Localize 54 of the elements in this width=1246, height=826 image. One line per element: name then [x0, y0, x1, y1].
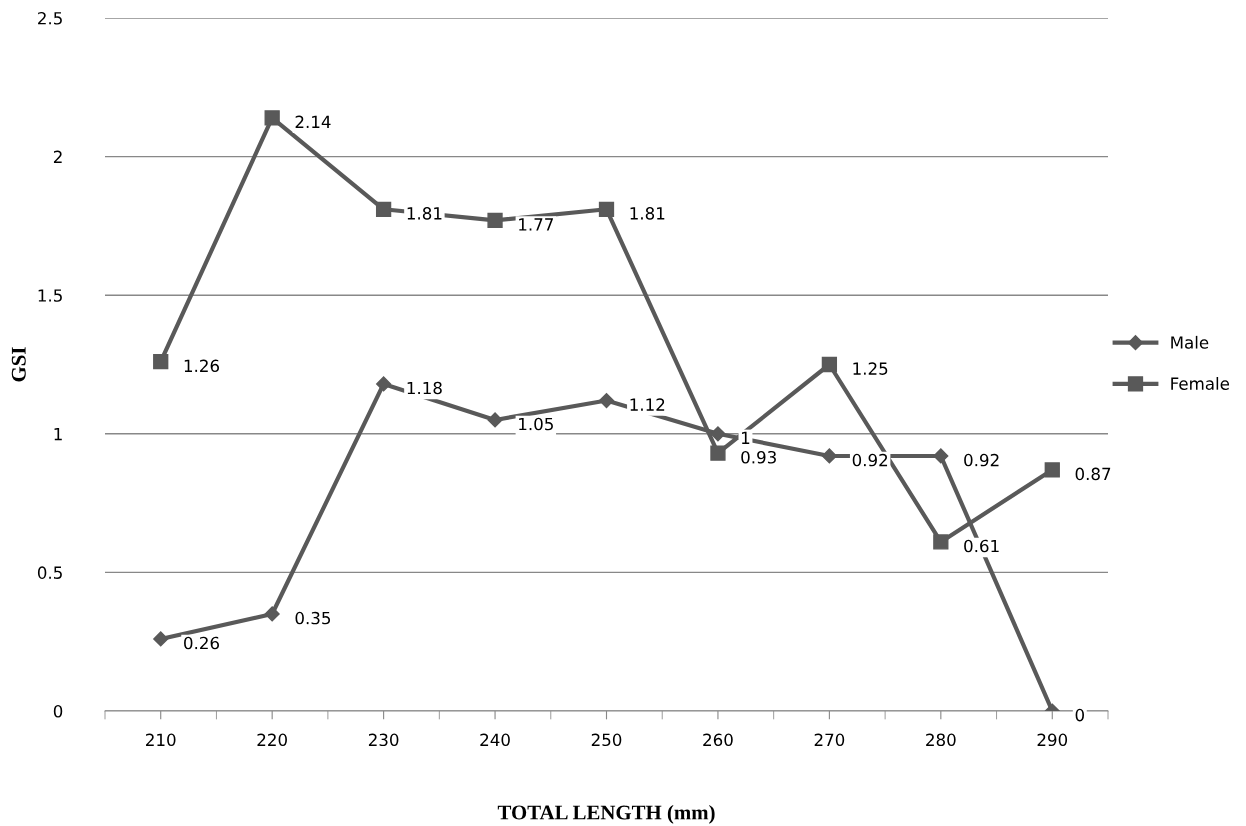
- y-tick-label: 2: [53, 150, 62, 163]
- data-label: 0.93: [741, 450, 776, 464]
- legend-label: Male: [1171, 335, 1209, 349]
- y-tick-label: 2.5: [38, 11, 62, 25]
- x-tick-label: 290: [1037, 733, 1068, 747]
- point: [933, 448, 949, 464]
- x-tick-label: 270: [814, 733, 845, 747]
- data-label: 1.25: [853, 362, 888, 375]
- x-tick-label: 260: [703, 733, 733, 747]
- data-label: 2.14: [295, 115, 331, 128]
- data-label: 1.81: [407, 207, 442, 220]
- point: [264, 606, 280, 622]
- y-tick-label: 1: [54, 427, 62, 441]
- point: [821, 356, 838, 373]
- data-label: 1.05: [519, 417, 553, 431]
- y-axis-title: GSI: [11, 347, 26, 382]
- data-label: 1.12: [630, 398, 665, 411]
- point: [376, 376, 392, 392]
- x-tick-label: 230: [368, 733, 399, 747]
- x-tick-label: 240: [480, 733, 510, 747]
- data-label: 1: [742, 431, 750, 444]
- data-label: 0.92: [852, 453, 888, 467]
- data-label: 0.35: [295, 611, 331, 625]
- point: [598, 392, 615, 409]
- point: [264, 110, 280, 126]
- data-label: 0: [1075, 708, 1084, 722]
- point: [933, 534, 949, 550]
- y-tick-label: 1.5: [38, 289, 62, 302]
- point: [487, 212, 503, 228]
- point: [375, 201, 392, 217]
- point: [487, 412, 503, 428]
- point: [598, 201, 615, 217]
- point: [153, 354, 169, 370]
- x-tick-label: 250: [591, 733, 622, 747]
- data-label: 1.26: [184, 359, 219, 373]
- legend-label: Female: [1171, 377, 1230, 390]
- x-tick-label: 280: [926, 733, 956, 747]
- point: [710, 445, 726, 461]
- x-axis-title: TOTAL LENGTH (mm): [497, 804, 715, 824]
- point: [153, 631, 169, 647]
- data-label: 0.61: [964, 539, 999, 553]
- y-tick-label: 0.5: [37, 566, 62, 579]
- data-label: 1.81: [630, 207, 665, 220]
- data-label: 0.87: [1075, 467, 1111, 481]
- data-label: 1.77: [519, 218, 553, 231]
- y-tick-label: 0: [53, 704, 63, 718]
- x-tick-label: 220: [257, 733, 287, 747]
- data-label: 1.18: [407, 381, 442, 395]
- point: [821, 448, 837, 464]
- x-tick-label: 210: [146, 733, 176, 747]
- point: [710, 426, 726, 442]
- data-label: 0.26: [184, 636, 219, 650]
- point: [1044, 462, 1060, 478]
- data-label: 0.92: [964, 453, 999, 467]
